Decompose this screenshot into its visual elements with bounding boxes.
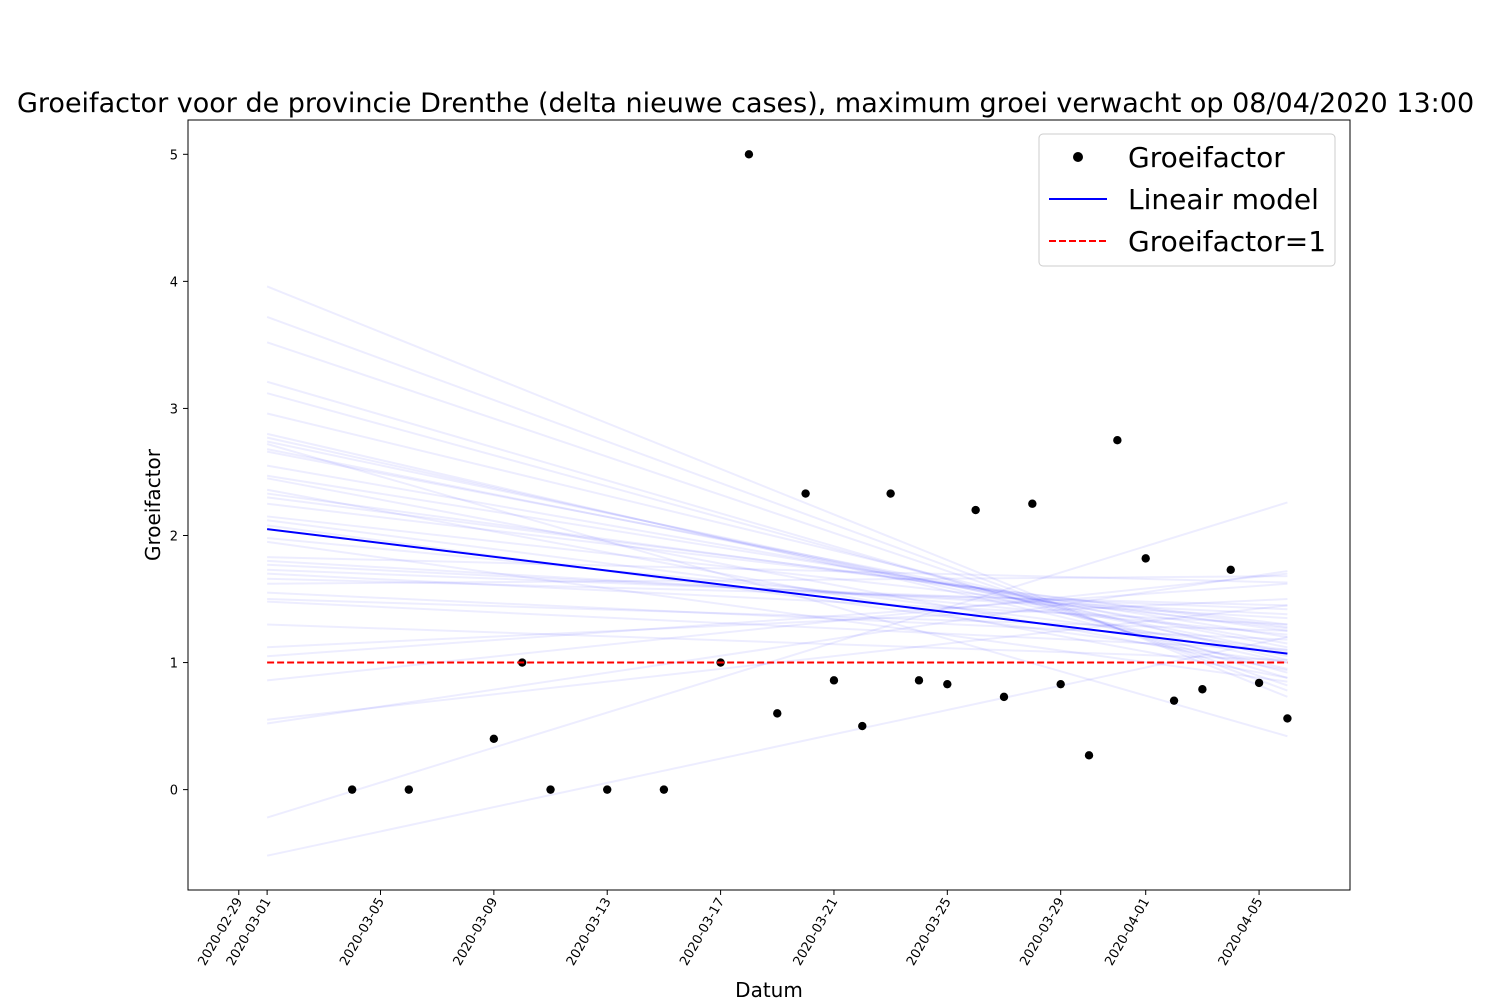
data-point-6 [659, 785, 669, 794]
bootstrap-line-32 [267, 598, 1288, 649]
bootstrap-line-18 [266, 519, 1288, 651]
bootstrap-line-7 [266, 436, 1288, 664]
data-point-18 [1028, 499, 1037, 508]
data-point-23 [1169, 696, 1179, 705]
bootstrap-line-31 [267, 623, 1288, 662]
bootstrap-line-22 [267, 559, 1288, 620]
bootstrap-line-4 [266, 392, 1288, 674]
data-point-27 [1283, 714, 1292, 723]
bootstrap-line-25 [267, 572, 1288, 626]
legend-label-1: Lineair model [1128, 183, 1319, 216]
bootstrap-line-12 [266, 474, 1288, 639]
data-point-19 [1056, 679, 1065, 689]
bootstrap-line-29 [267, 598, 1288, 632]
bootstrap-line-30 [267, 600, 1288, 651]
data-point-0 [347, 785, 357, 794]
legend-label-0: Groeifactor [1128, 141, 1285, 174]
bootstrap-line-8 [266, 440, 1288, 658]
bootstrap-line-27 [267, 575, 1288, 585]
bootstrap-line-23 [267, 563, 1288, 616]
bootstrap-line-40 [266, 488, 1288, 679]
bootstrap-line-28 [267, 591, 1288, 641]
bootstrap-line-16 [267, 502, 1288, 626]
data-point-12 [858, 721, 867, 731]
legend-marker-0 [1073, 152, 1083, 162]
x-tick-label-2: 2020-03-05 [337, 896, 388, 969]
bootstrap-line-38 [266, 636, 1288, 857]
bootstrap-line-36 [266, 570, 1288, 725]
bootstrap-line-9 [266, 448, 1288, 654]
data-point-2 [489, 734, 499, 743]
bootstrap-line-39 [266, 443, 1288, 738]
y-tick-label-1: 1 [170, 657, 178, 672]
chart-title: Groeifactor voor de provincie Drenthe (d… [17, 88, 1474, 119]
plot-area [266, 150, 1292, 857]
bootstrap-line-1 [266, 316, 1288, 692]
bootstrap-line-41 [266, 540, 1288, 683]
bootstrap-line-6 [266, 432, 1288, 670]
data-point-15 [943, 679, 952, 689]
data-point-25 [1226, 565, 1235, 575]
data-point-22 [1141, 554, 1150, 563]
bootstrap-line-0 [266, 285, 1288, 698]
model-line [266, 528, 1288, 655]
x-tick-label-5: 2020-03-17 [677, 896, 728, 969]
data-point-20 [1084, 751, 1094, 760]
x-tick-label-4: 2020-03-13 [564, 896, 615, 969]
data-point-4 [546, 785, 555, 794]
y-axis-label: Groeifactor [141, 448, 165, 561]
x-tick-label-3: 2020-03-09 [451, 896, 502, 969]
data-point-17 [999, 692, 1009, 702]
bootstrap-line-17 [267, 515, 1288, 630]
x-tick-label-10: 2020-04-05 [1216, 896, 1267, 969]
bootstrap-line-14 [266, 492, 1288, 632]
bootstrap-line-24 [267, 568, 1288, 611]
data-point-1 [404, 785, 414, 794]
bootstrap-line-15 [266, 496, 1288, 628]
data-point-13 [886, 489, 895, 498]
data-point-14 [914, 676, 924, 685]
data-point-16 [971, 505, 980, 515]
data-point-26 [1254, 678, 1264, 688]
x-axis-label: Datum [735, 978, 803, 1000]
y-tick-label-2: 2 [170, 529, 178, 544]
data-point-10 [801, 489, 810, 498]
x-tick-label-6: 2020-03-21 [791, 896, 842, 969]
data-point-11 [829, 676, 839, 685]
y-tick-label-4: 4 [170, 275, 178, 290]
legend-label-2: Groeifactor=1 [1128, 225, 1326, 258]
bootstrap-line-21 [267, 556, 1288, 584]
data-point-5 [603, 785, 612, 794]
bootstrap-line-5 [266, 412, 1288, 661]
data-point-8 [744, 150, 754, 159]
bootstrap-line-3 [266, 380, 1288, 679]
data-point-9 [773, 709, 782, 718]
bootstrap-line-11 [266, 464, 1288, 645]
bootstrap-line-13 [266, 477, 1288, 672]
x-tick-label-8: 2020-03-29 [1017, 896, 1068, 969]
x-tick-label-7: 2020-03-25 [904, 896, 955, 969]
bootstrap-line-10 [266, 450, 1288, 649]
y-tick-label-0: 0 [170, 784, 178, 799]
data-point-21 [1113, 435, 1122, 445]
y-tick-label-3: 3 [170, 402, 178, 417]
bootstrap-line-2 [266, 341, 1288, 687]
bootstrap-line-33 [267, 582, 1288, 658]
bootstrap-line-19 [266, 524, 1288, 664]
bootstrap-line-37 [266, 501, 1288, 819]
plot-frame [187, 119, 1351, 891]
legend-box [1038, 133, 1336, 267]
data-point-24 [1198, 685, 1207, 694]
legend: Groeifactor Lineair model Groeifactor=1 [1038, 133, 1336, 267]
y-tick-label-5: 5 [170, 148, 178, 163]
x-tick-label-9: 2020-04-01 [1102, 896, 1153, 969]
bootstrap-line-20 [267, 537, 1288, 636]
